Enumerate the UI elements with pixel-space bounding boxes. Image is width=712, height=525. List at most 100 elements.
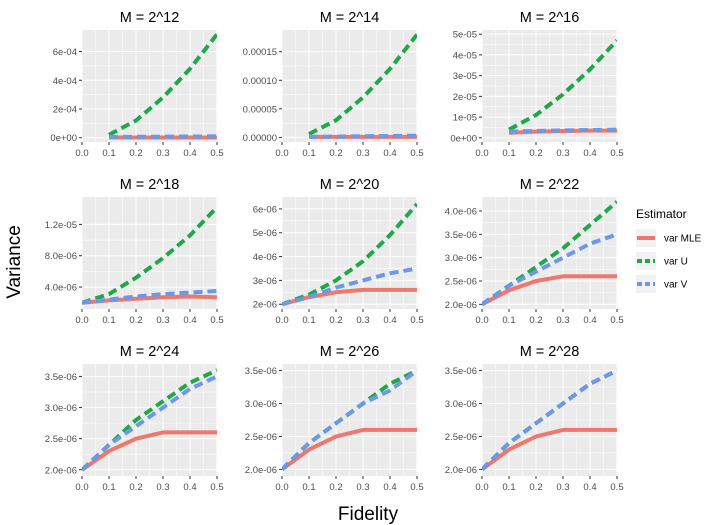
- x-tick-label: 0.4: [583, 148, 596, 159]
- y-tick-label: 3.5e-06: [245, 366, 277, 377]
- facet-panel: 0.0 0.1 0.2 0.3 0.4 0.5 0.00000 0.00005 0.00010 0…: [243, 10, 424, 159]
- x-tick-label: 0.1: [502, 148, 515, 159]
- series-line-var-v: [282, 368, 417, 471]
- legend-label: var MLE: [664, 234, 702, 245]
- x-tick-label: 0.3: [156, 482, 169, 493]
- y-tick-label: 4.0e-06: [45, 283, 77, 294]
- x-tick-label: 0.5: [410, 148, 423, 159]
- y-tick-label: 2.5e-06: [445, 277, 477, 288]
- y-tick-label: 3.0e-06: [45, 403, 77, 414]
- x-tick-label: 0.0: [275, 315, 288, 326]
- y-tick-label: 3.0e-06: [445, 399, 477, 410]
- x-tick-label: 0.3: [156, 148, 169, 159]
- facet-panel: 0.0 0.1 0.2 0.3 0.4 0.5 2.0e-06 2.5e-06 3.0e-06 3…: [45, 344, 224, 493]
- series-line-var-u: [282, 202, 417, 307]
- series-group: [82, 205, 217, 305]
- x-tick-label: 0.2: [129, 482, 142, 493]
- x-tick-label: 0.2: [529, 148, 542, 159]
- series-group: [308, 33, 417, 139]
- y-tick-label: 6e-06: [253, 204, 277, 215]
- facet-panel: 0.0 0.1 0.2 0.3 0.4 0.5 2.0e-06 2.5e-06 3.0e-06 3…: [245, 344, 424, 493]
- x-tick-label: 0.2: [329, 482, 342, 493]
- x-tick-label: 0.4: [383, 482, 396, 493]
- y-tick-label: 2e-05: [453, 92, 477, 103]
- facet-panel: 0.0 0.1 0.2 0.3 0.4 0.5 2.0e-06 2.5e-06 3.0e-06 3…: [445, 177, 624, 326]
- series-line-var-mle: [482, 274, 617, 307]
- legend-item-var-u: var U: [636, 252, 688, 270]
- series-group: [482, 368, 617, 472]
- facet-panel: 0.0 0.1 0.2 0.3 0.4 0.5 0e+00 1e-05 2e-05 3e-05 4e…: [450, 10, 623, 159]
- x-tick-label: 0.5: [210, 482, 223, 493]
- series-line-var-v: [108, 134, 217, 139]
- y-tick-label: 5e-05: [453, 30, 477, 41]
- x-tick-label: 0.3: [356, 148, 369, 159]
- x-tick-label: 0.4: [183, 482, 196, 493]
- x-tick-label: 0.4: [383, 148, 396, 159]
- y-tick-label: 0.00015: [243, 47, 277, 58]
- x-tick-label: 0.4: [583, 315, 596, 326]
- series-line-var-mle: [282, 287, 417, 307]
- legend-label: var V: [664, 280, 688, 291]
- legend-label: var U: [664, 257, 688, 268]
- series-group: [282, 368, 417, 472]
- facet-panels: 0.0 0.1 0.2 0.3 0.4 0.5 0e+00 2e-04 4e-04 6e-04 M …: [45, 10, 624, 493]
- legend-title: Estimator: [636, 207, 687, 221]
- series-line-var-u: [308, 33, 417, 136]
- x-tick-label: 0.0: [475, 148, 488, 159]
- x-tick-label: 0.1: [502, 315, 515, 326]
- y-tick-label: 4e-06: [253, 252, 277, 263]
- x-tick-label: 0.4: [583, 482, 596, 493]
- x-tick-label: 0.5: [610, 148, 623, 159]
- panel-title: M = 2^24: [120, 344, 180, 360]
- x-tick-label: 0.2: [129, 148, 142, 159]
- series-line-var-u: [482, 200, 617, 306]
- panel-title: M = 2^18: [120, 177, 180, 193]
- x-tick-label: 0.2: [529, 482, 542, 493]
- series-line-var-v: [82, 289, 217, 305]
- y-tick-label: 2.0e-06: [445, 465, 477, 476]
- series-line-var-v: [482, 232, 617, 306]
- x-tick-label: 0.5: [210, 315, 223, 326]
- y-tick-label: 0.00000: [243, 133, 277, 144]
- series-group: [82, 368, 217, 472]
- x-tick-label: 0.1: [302, 315, 315, 326]
- y-tick-label: 4e-04: [53, 76, 77, 87]
- series-line-var-mle: [282, 427, 417, 472]
- series-group: [282, 202, 417, 307]
- x-tick-label: 0.2: [329, 148, 342, 159]
- x-tick-label: 0.3: [556, 148, 569, 159]
- series-line-var-v: [282, 266, 417, 307]
- panel-title: M = 2^26: [320, 344, 380, 360]
- y-tick-label: 0.00010: [243, 76, 277, 87]
- y-tick-label: 2.5e-06: [445, 432, 477, 443]
- legend-item-var-v: var V: [636, 275, 688, 293]
- y-tick-label: 2e-06: [253, 300, 277, 311]
- panel-title: M = 2^22: [520, 177, 580, 193]
- y-tick-label: 2.0e-06: [245, 465, 277, 476]
- y-tick-label: 1e-05: [453, 113, 477, 124]
- x-tick-label: 0.1: [502, 482, 515, 493]
- x-tick-label: 0.4: [183, 148, 196, 159]
- y-tick-label: 0e+00: [50, 133, 77, 144]
- y-tick-label: 3.5e-06: [45, 372, 77, 383]
- x-tick-label: 0.3: [556, 482, 569, 493]
- x-tick-label: 0.1: [302, 482, 315, 493]
- y-tick-label: 6e-04: [53, 47, 77, 58]
- panel-title: M = 2^16: [520, 10, 580, 26]
- x-tick-label: 0.2: [129, 315, 142, 326]
- legend-item-var-mle: var MLE: [636, 229, 702, 247]
- series-line-var-v: [82, 374, 217, 472]
- y-tick-label: 3.5e-06: [445, 366, 477, 377]
- x-tick-label: 0.5: [410, 315, 423, 326]
- facet-panel: 0.0 0.1 0.2 0.3 0.4 0.5 2.0e-06 2.5e-06 3.0e-06 3…: [445, 344, 624, 493]
- y-tick-label: 2.0e-06: [445, 300, 477, 311]
- y-tick-label: 1.2e-05: [45, 220, 77, 231]
- y-axis-label: Variance: [4, 225, 25, 299]
- y-tick-label: 3e-05: [453, 71, 477, 82]
- y-tick-label: 2.0e-06: [45, 465, 77, 476]
- y-tick-label: 2e-04: [53, 104, 77, 115]
- x-tick-label: 0.3: [356, 482, 369, 493]
- x-tick-label: 0.0: [275, 482, 288, 493]
- series-group: [482, 200, 617, 307]
